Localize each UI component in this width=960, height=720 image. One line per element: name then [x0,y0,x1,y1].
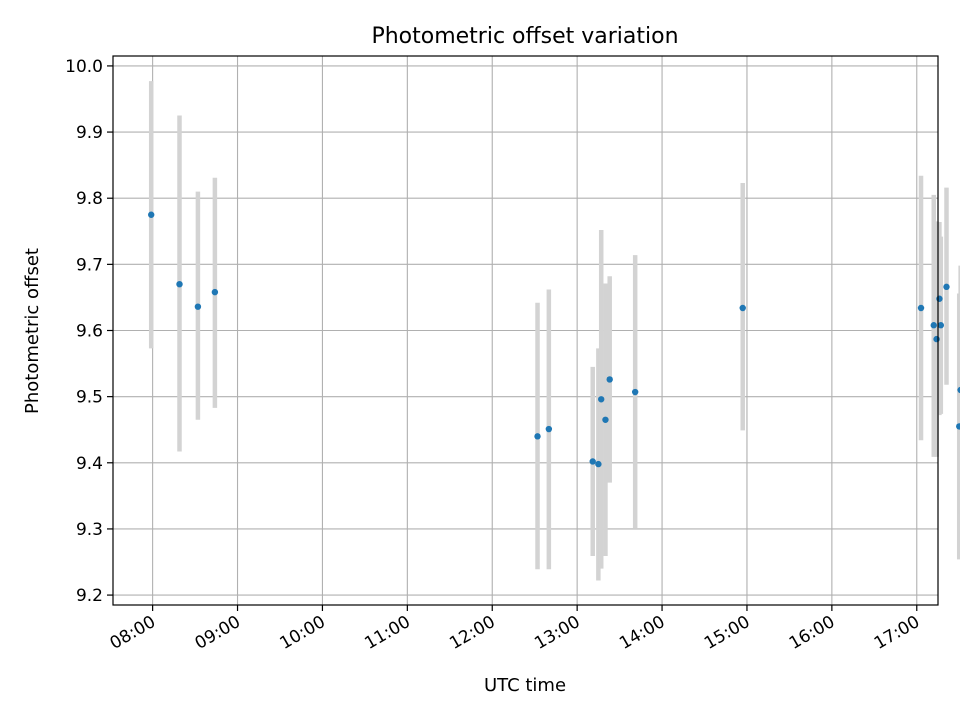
data-point [606,376,613,383]
data-point [943,283,950,291]
data-point [930,322,937,329]
data-point [631,388,639,396]
data-point [595,460,602,468]
grid [113,56,938,605]
data-point [598,396,605,403]
data-point [589,458,596,465]
y-tick-label: 9.5 [76,388,103,408]
data-point [957,386,960,394]
data-point [211,288,219,296]
chart-title: Photometric offset variation [371,24,678,49]
data-point [936,295,943,302]
y-axis-label: Photometric offset [22,248,43,414]
data-point [545,425,553,433]
data-point [602,416,609,423]
y-tick-label: 9.3 [76,520,103,540]
y-tick-label: 9.9 [76,123,103,143]
y-tick-label: 9.6 [76,322,103,342]
data-point [194,303,202,310]
y-tick-label: 9.7 [76,255,103,275]
data-point [739,304,746,312]
data-point [937,322,945,329]
y-tick-label: 9.4 [76,454,103,474]
data-point [933,335,940,343]
data-points [148,211,960,468]
y-tick-label: 10.0 [65,57,103,77]
y-tick-label: 9.2 [76,586,103,606]
data-point [917,304,925,312]
data-point [176,280,183,288]
data-point [148,211,155,218]
data-point [534,433,541,440]
x-axis-label: UTC time [484,675,566,696]
data-point [956,423,960,430]
y-tick-label: 9.8 [76,189,103,209]
